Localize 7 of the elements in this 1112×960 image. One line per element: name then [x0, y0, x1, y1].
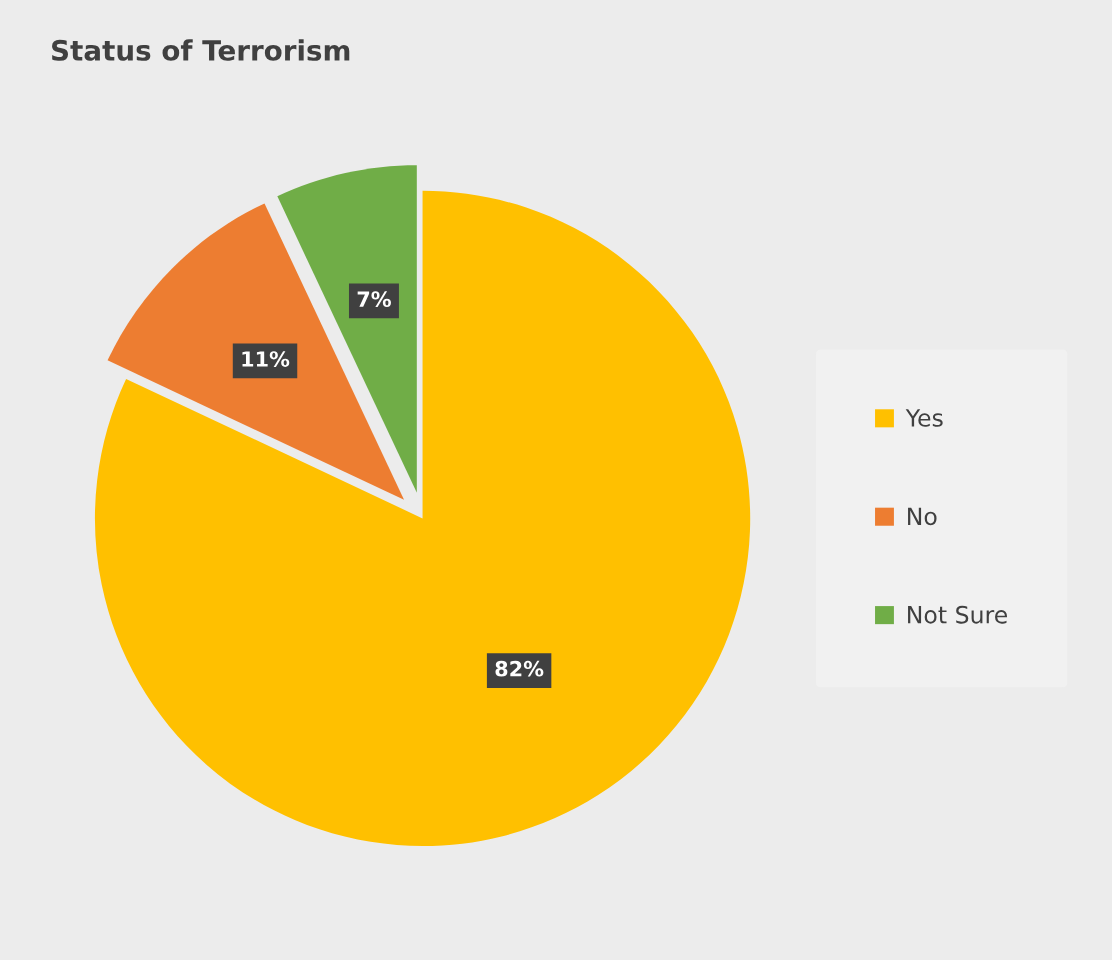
data-label: 82% [495, 660, 544, 677]
legend-label: Yes [905, 409, 943, 427]
chart-title: Status of Terrorism [52, 39, 350, 61]
legend-label: Not Sure [908, 605, 1007, 624]
data-label: 11% [242, 351, 290, 367]
data-label: 7% [357, 291, 391, 308]
legend-label: No [908, 507, 937, 526]
